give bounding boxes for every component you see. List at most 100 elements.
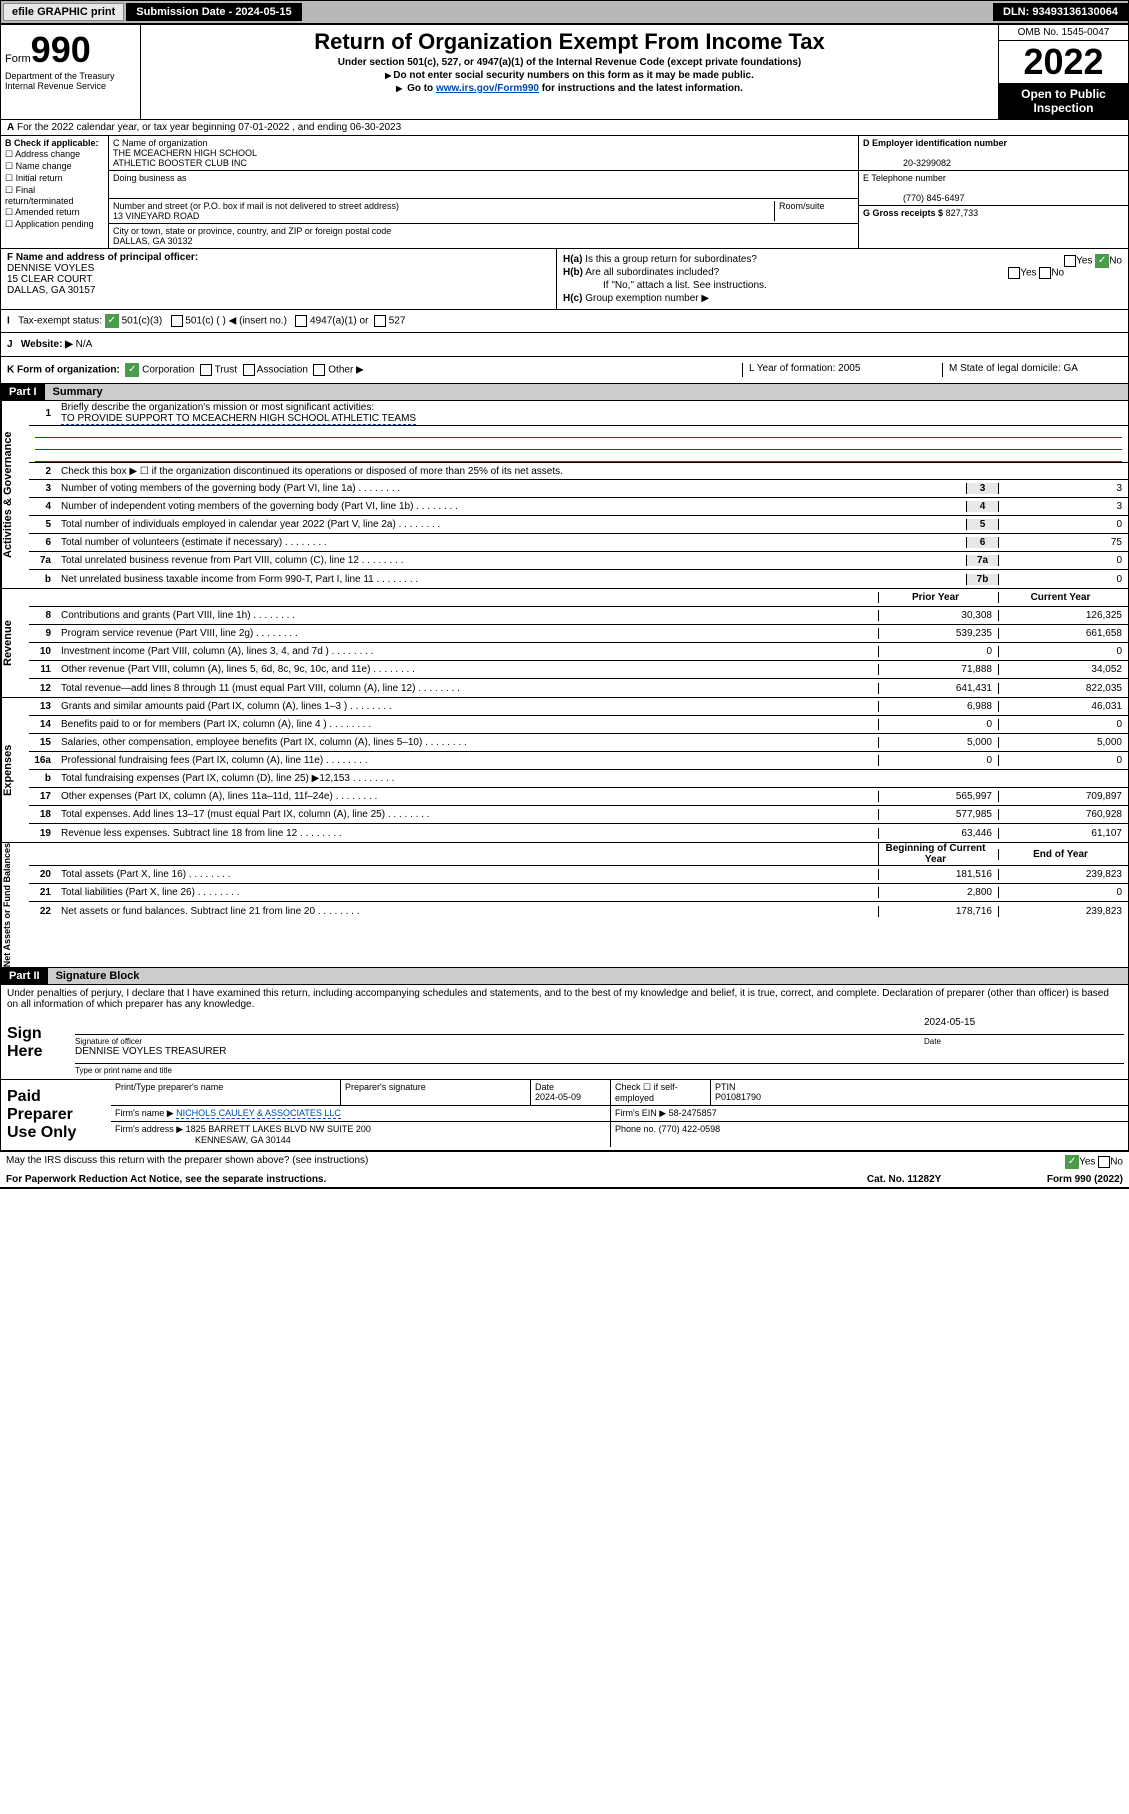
col-boy: Beginning of Current Year: [878, 843, 998, 865]
part1-header: Part I Summary: [0, 384, 1129, 401]
website: N/A: [76, 339, 93, 350]
chk-initial-return[interactable]: ☐ Initial return: [5, 173, 104, 184]
ein-label: D Employer identification number: [863, 138, 1007, 148]
row-i: I Tax-exempt status: ✓ 501(c)(3) 501(c) …: [0, 310, 1129, 333]
line2-text: Check this box ▶ ☐ if the organization d…: [57, 465, 1128, 478]
summary-row: bNet unrelated business taxable income f…: [29, 570, 1128, 588]
gross-label: G Gross receipts $: [863, 208, 943, 218]
chk-other[interactable]: [313, 364, 325, 376]
form-id: Form 990 (2022): [1047, 1174, 1123, 1185]
org-name2: ATHLETIC BOOSTER CLUB INC: [113, 158, 247, 168]
chk-address-change[interactable]: ☐ Address change: [5, 149, 104, 160]
cat-no: Cat. No. 11282Y: [867, 1174, 1047, 1185]
chk-amended[interactable]: ☐ Amended return: [5, 207, 104, 218]
sig-label: Signature of officer: [75, 1037, 924, 1046]
form-number: 990: [31, 29, 91, 71]
mission-text: TO PROVIDE SUPPORT TO MCEACHERN HIGH SCH…: [61, 413, 416, 425]
discuss-yes[interactable]: ✓: [1065, 1155, 1079, 1169]
col-eoy: End of Year: [998, 849, 1128, 860]
org-addr: 13 VINEYARD ROAD: [113, 211, 199, 221]
h-self-emp: Check ☐ if self-employed: [611, 1080, 711, 1105]
form-word: Form: [5, 53, 31, 65]
chk-527[interactable]: [374, 315, 386, 327]
summary-row: 7aTotal unrelated business revenue from …: [29, 552, 1128, 570]
summary-row: 17Other expenses (Part IX, column (A), l…: [29, 788, 1128, 806]
form-subtitle: Under section 501(c), 527, or 4947(a)(1)…: [145, 57, 994, 68]
year-formation: L Year of formation: 2005: [742, 363, 942, 377]
hb-text: Are all subordinates included?: [585, 267, 719, 278]
firm-ein: 58-2475857: [669, 1108, 717, 1118]
hc-text: Group exemption number ▶: [585, 293, 709, 304]
dba-label: Doing business as: [113, 173, 187, 183]
summary-row: 21Total liabilities (Part X, line 26)2,8…: [29, 884, 1128, 902]
section-fh: F Name and address of principal officer:…: [0, 249, 1129, 310]
firm-phone: (770) 422-0598: [659, 1124, 721, 1134]
form-title: Return of Organization Exempt From Incom…: [145, 29, 994, 55]
prep-date: 2024-05-09: [535, 1092, 581, 1102]
row-k: K Form of organization: ✓ Corporation Tr…: [0, 357, 1129, 384]
org-name1: THE MCEACHERN HIGH SCHOOL: [113, 148, 257, 158]
check-b-header: B Check if applicable:: [5, 138, 99, 148]
summary-row: 6Total number of volunteers (estimate if…: [29, 534, 1128, 552]
officer-addr1: 15 CLEAR COURT: [7, 274, 92, 285]
col-prior-year: Prior Year: [878, 592, 998, 603]
chk-final-return[interactable]: ☐ Final return/terminated: [5, 185, 104, 206]
chk-4947[interactable]: [295, 315, 307, 327]
vlabel-revenue: Revenue: [1, 589, 29, 697]
row-j: J Website: ▶ N/A: [0, 333, 1129, 357]
chk-trust[interactable]: [200, 364, 212, 376]
summary-row: 20Total assets (Part X, line 16)181,5162…: [29, 866, 1128, 884]
chk-name-change[interactable]: ☐ Name change: [5, 161, 104, 172]
footer: For Paperwork Reduction Act Notice, see …: [0, 1172, 1129, 1189]
officer-addr2: DALLAS, GA 30157: [7, 285, 95, 296]
summary-revenue: Revenue Prior YearCurrent Year 8Contribu…: [0, 589, 1129, 698]
mission-label: Briefly describe the organization's miss…: [61, 402, 374, 413]
chk-corp[interactable]: ✓: [125, 363, 139, 377]
dept: Department of the Treasury: [5, 71, 136, 81]
ha-no[interactable]: ✓: [1095, 254, 1109, 268]
chk-501c[interactable]: [171, 315, 183, 327]
section-bcde: B Check if applicable: ☐ Address change …: [0, 136, 1129, 249]
c-name-label: C Name of organization: [113, 138, 208, 148]
col-current-year: Current Year: [998, 592, 1128, 603]
form990-link[interactable]: www.irs.gov/Form990: [436, 83, 539, 94]
dln: DLN: 93493136130064: [993, 3, 1128, 21]
ptin: P01081790: [715, 1092, 761, 1102]
summary-row: 22Net assets or fund balances. Subtract …: [29, 902, 1128, 920]
line-a: A For the 2022 calendar year, or tax yea…: [0, 120, 1129, 136]
vlabel-expenses: Expenses: [1, 698, 29, 842]
hb-yes[interactable]: [1008, 267, 1020, 279]
summary-row: 16aProfessional fundraising fees (Part I…: [29, 752, 1128, 770]
chk-assoc[interactable]: [243, 364, 255, 376]
city-label: City or town, state or province, country…: [113, 226, 391, 236]
tel: (770) 845-6497: [903, 193, 965, 203]
date-label: Date: [924, 1037, 1124, 1046]
signature-block: Under penalties of perjury, I declare th…: [0, 985, 1129, 1080]
summary-row: bTotal fundraising expenses (Part IX, co…: [29, 770, 1128, 788]
h-preparer-sig: Preparer's signature: [341, 1080, 531, 1105]
discuss-no[interactable]: [1098, 1156, 1110, 1168]
summary-row: 8Contributions and grants (Part VIII, li…: [29, 607, 1128, 625]
summary-row: 18Total expenses. Add lines 13–17 (must …: [29, 806, 1128, 824]
hb-no[interactable]: [1039, 267, 1051, 279]
summary-row: 12Total revenue—add lines 8 through 11 (…: [29, 679, 1128, 697]
summary-row: 19Revenue less expenses. Subtract line 1…: [29, 824, 1128, 842]
summary-expenses: Expenses 13Grants and similar amounts pa…: [0, 698, 1129, 843]
vlabel-netassets: Net Assets or Fund Balances: [1, 843, 29, 967]
chk-app-pending[interactable]: ☐ Application pending: [5, 219, 104, 230]
paid-label: Paid Preparer Use Only: [1, 1080, 111, 1150]
firm-name[interactable]: NICHOLS CAULEY & ASSOCIATES LLC: [176, 1108, 341, 1119]
state-domicile: M State of legal domicile: GA: [942, 363, 1122, 377]
org-city: DALLAS, GA 30132: [113, 236, 193, 246]
efile-button[interactable]: efile GRAPHIC print: [3, 3, 124, 21]
sign-date: 2024-05-15: [924, 1017, 1124, 1034]
ha-yes[interactable]: [1064, 255, 1076, 267]
gross: 827,733: [946, 208, 979, 218]
summary-row: 9Program service revenue (Part VIII, lin…: [29, 625, 1128, 643]
chk-501c3[interactable]: ✓: [105, 314, 119, 328]
declaration: Under penalties of perjury, I declare th…: [1, 985, 1128, 1013]
summary-row: 14Benefits paid to or for members (Part …: [29, 716, 1128, 734]
summary-row: 11Other revenue (Part VIII, column (A), …: [29, 661, 1128, 679]
summary-netassets: Net Assets or Fund Balances Beginning of…: [0, 843, 1129, 968]
firm-addr1: 1825 BARRETT LAKES BLVD NW SUITE 200: [186, 1124, 371, 1134]
